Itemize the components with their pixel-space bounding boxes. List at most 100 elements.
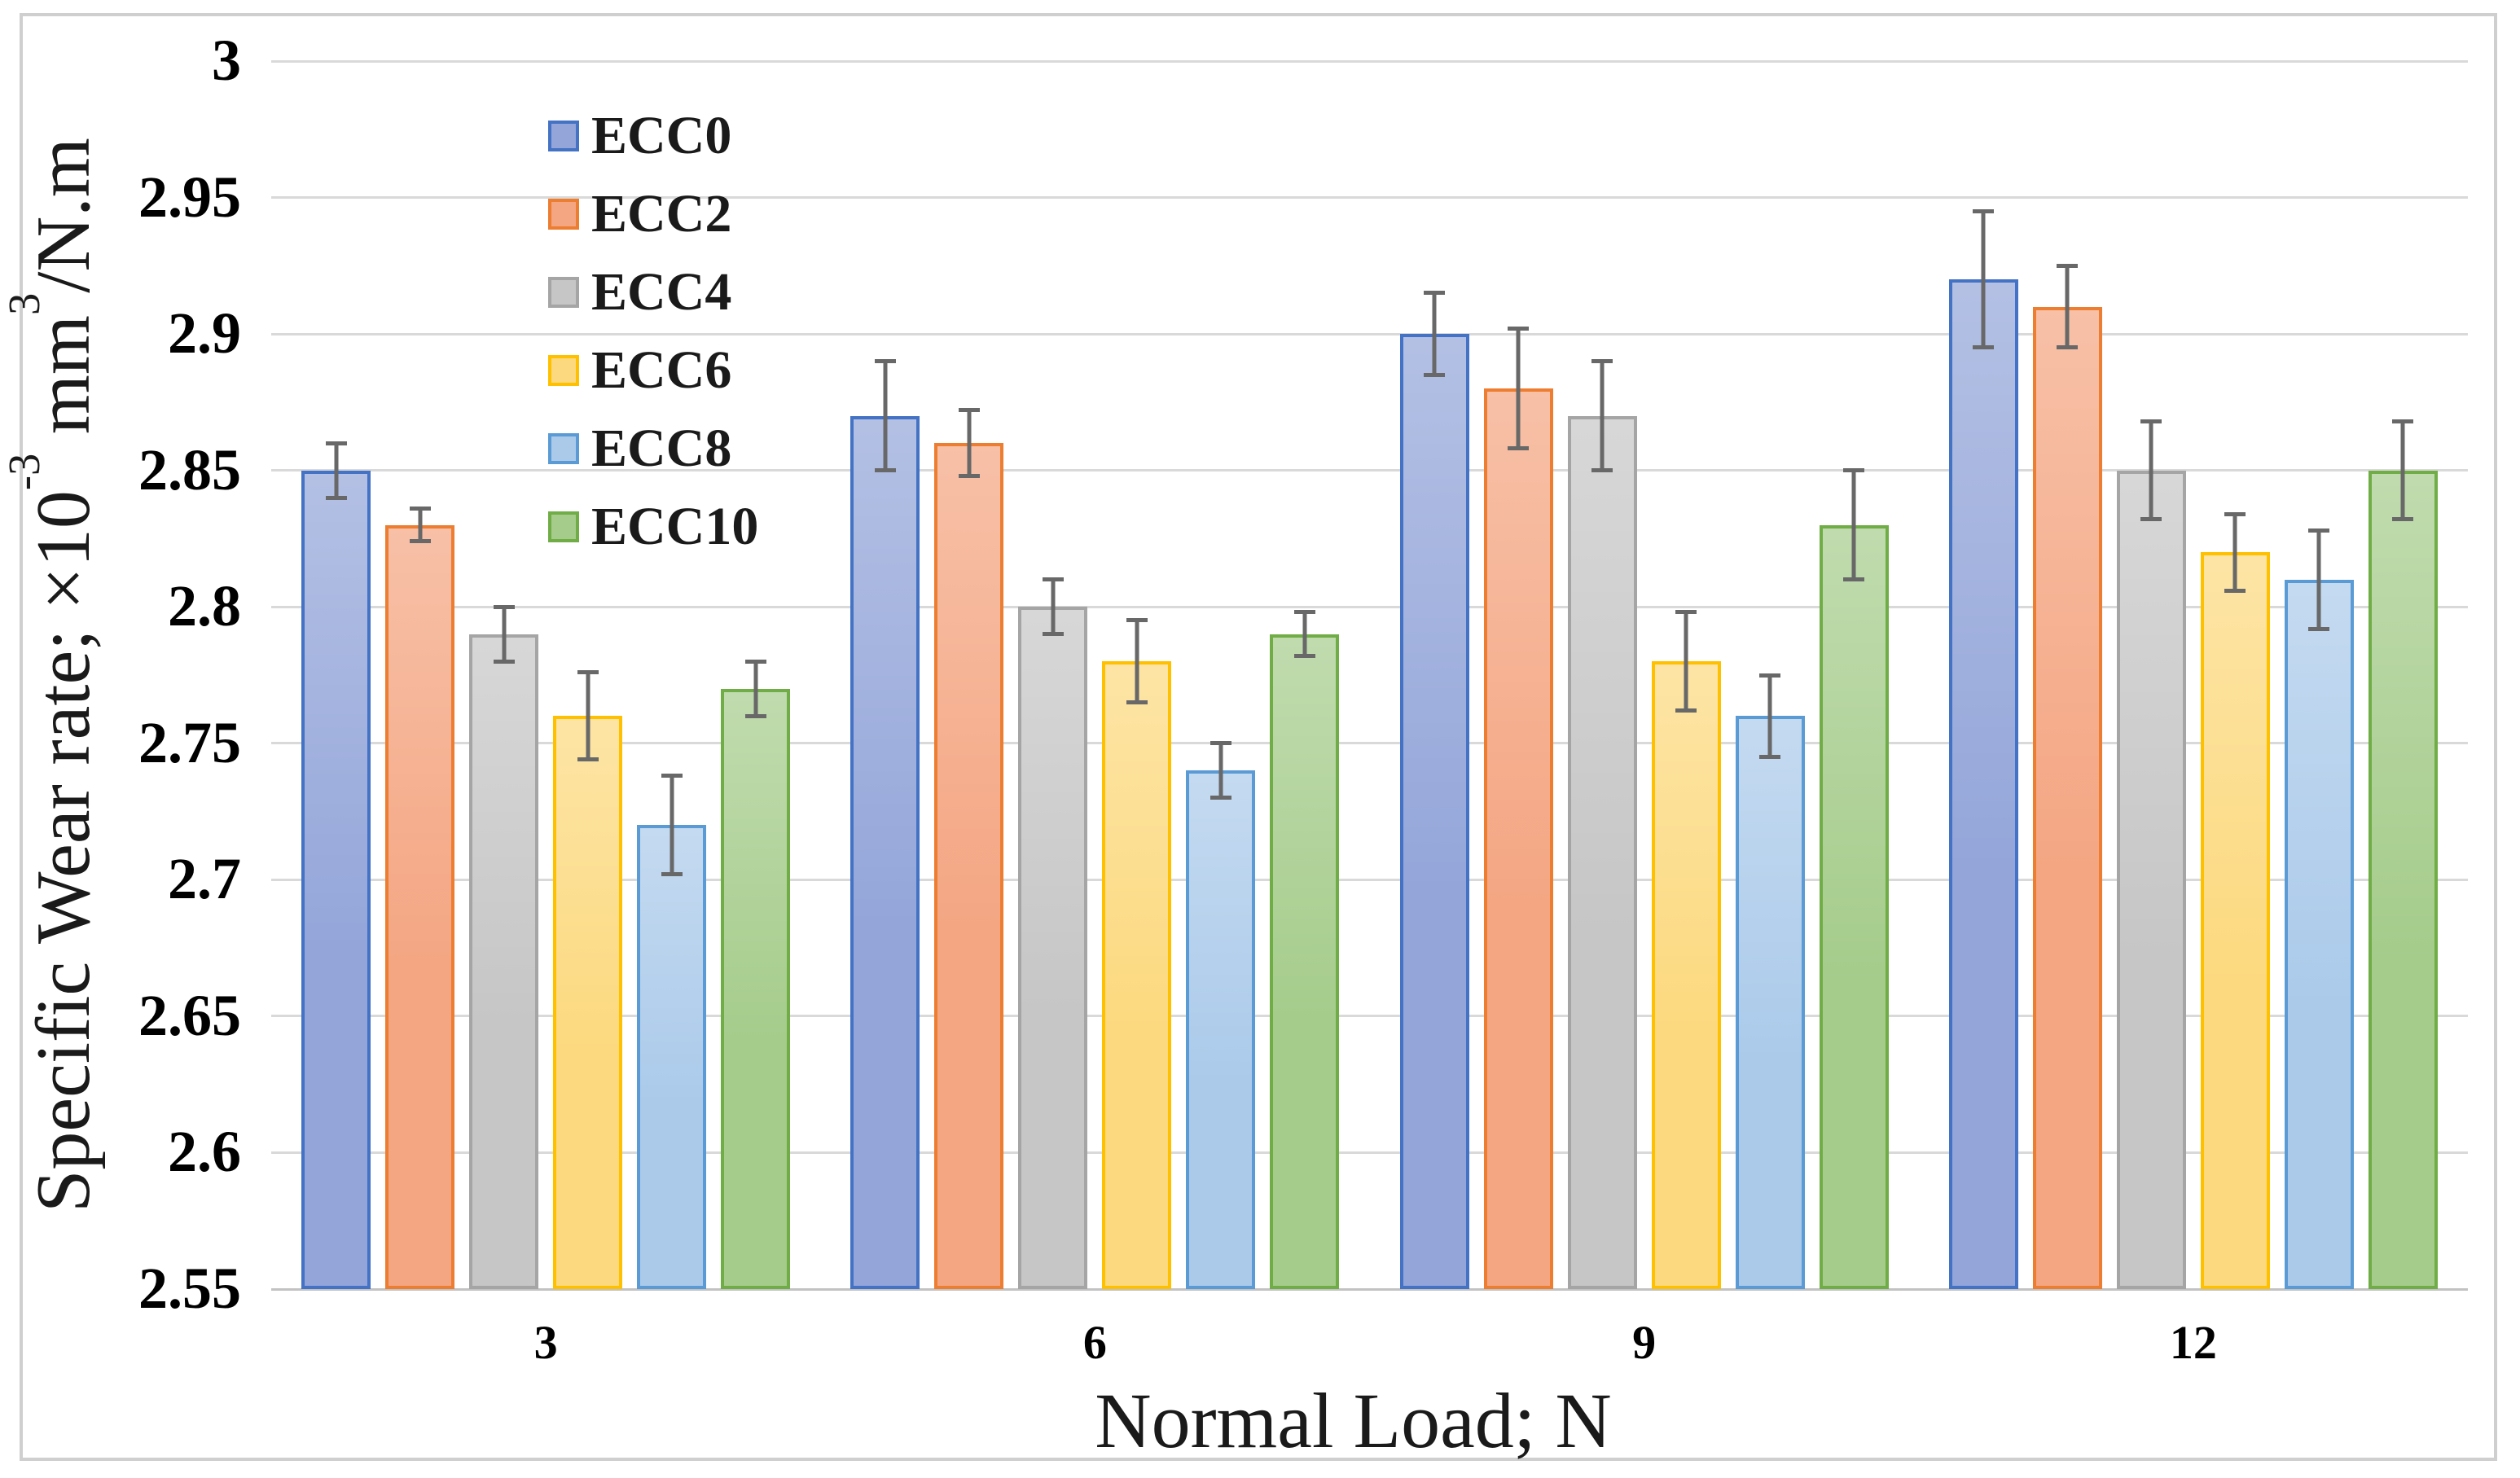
bar-ecc0-load-12: [1948, 279, 2018, 1289]
error-bar: [753, 661, 758, 717]
x-axis-tick-label: 3: [533, 1316, 558, 1369]
legend-swatch-ecc8: [548, 433, 579, 464]
error-bar-cap: [1973, 208, 1995, 213]
bar-ecc6-load-6: [1102, 661, 1172, 1289]
x-axis-tick-label: 9: [1632, 1316, 1657, 1369]
bar-ecc10-load-3: [721, 688, 791, 1289]
y-gridline: [271, 196, 2468, 200]
bar-ecc10-load-6: [1270, 634, 1340, 1289]
legend-label: ECC6: [591, 340, 732, 400]
y-axis-tick-label: 2.65: [138, 982, 241, 1048]
error-bar-cap: [2140, 419, 2162, 423]
error-bar-cap: [874, 359, 896, 364]
error-bar: [2232, 514, 2237, 591]
bar-ecc4-load-12: [2116, 470, 2186, 1289]
x-axis-tick-label: 12: [2169, 1316, 2217, 1369]
error-bar-cap: [1675, 610, 1697, 615]
error-bar-cap: [1126, 700, 1148, 704]
legend-label: ECC2: [591, 184, 732, 243]
y-axis-tick-label: 2.7: [168, 846, 241, 912]
legend-item-ecc6: ECC6: [548, 344, 731, 397]
legend-item-ecc8: ECC8: [548, 422, 731, 476]
bar-ecc2-load-12: [2032, 306, 2102, 1289]
error-bar-cap: [874, 468, 896, 473]
error-bar-cap: [1210, 796, 1231, 800]
error-bar-cap: [744, 713, 766, 718]
y-axis-tick-label: 2.8: [168, 573, 241, 639]
bar-ecc2-load-3: [385, 524, 455, 1289]
y-axis-title-segment: 3: [0, 292, 50, 316]
error-bar-cap: [1293, 610, 1315, 615]
y-axis-title-segment: -3: [0, 453, 50, 491]
legend-label: ECC0: [591, 106, 732, 165]
error-bar-cap: [1675, 708, 1697, 713]
bar-ecc6-load-3: [553, 716, 623, 1289]
error-bar-cap: [1508, 326, 1530, 331]
error-bar: [1302, 612, 1307, 656]
y-axis-tick-label: 2.75: [138, 709, 241, 775]
y-axis-title-segment: Specific Wear rate; ×10: [21, 490, 106, 1213]
error-bar-cap: [1293, 654, 1315, 659]
y-axis-title-segment: /N.m: [21, 138, 106, 293]
bar-ecc2-load-9: [1483, 388, 1553, 1289]
error-bar: [2149, 421, 2153, 520]
bar-ecc0-load-6: [850, 415, 920, 1289]
error-bar-cap: [1042, 577, 1064, 582]
y-axis-tick-label: 2.85: [138, 436, 241, 502]
error-bar: [1851, 470, 1856, 580]
y-gridline: [271, 605, 2468, 608]
error-bar: [334, 443, 339, 498]
error-bar-cap: [2392, 517, 2414, 522]
error-bar: [967, 410, 972, 476]
error-bar: [1051, 579, 1056, 634]
legend-swatch-ecc2: [548, 199, 579, 230]
x-axis-line: [271, 1287, 2468, 1291]
error-bar-cap: [661, 774, 683, 778]
bar-ecc8-load-6: [1186, 770, 1256, 1289]
error-bar-cap: [2140, 517, 2162, 522]
legend-item-ecc2: ECC2: [548, 187, 731, 241]
y-gridline: [271, 469, 2468, 472]
error-bar: [2400, 421, 2405, 520]
y-axis-tick-label: 2.55: [138, 1256, 241, 1321]
error-bar: [1767, 675, 1772, 757]
error-bar: [883, 361, 888, 471]
error-bar: [670, 775, 674, 875]
error-bar-cap: [1759, 673, 1781, 678]
error-bar-cap: [958, 408, 980, 413]
error-bar: [2065, 265, 2070, 348]
error-bar: [1218, 743, 1223, 798]
error-bar-cap: [577, 670, 599, 675]
error-bar-cap: [1508, 446, 1530, 451]
legend-swatch-ecc4: [548, 277, 579, 308]
error-bar-cap: [2057, 345, 2079, 350]
error-bar-cap: [958, 473, 980, 478]
y-gridline: [271, 1015, 2468, 1018]
y-axis-tick-label: 2.9: [168, 300, 241, 366]
bar-ecc4-load-6: [1018, 607, 1088, 1289]
error-bar-cap: [1843, 468, 1865, 473]
error-bar-cap: [2224, 588, 2246, 593]
error-bar-cap: [1424, 372, 1446, 377]
error-bar-cap: [2224, 511, 2246, 516]
legend-label: ECC4: [591, 262, 732, 322]
chart-frame: [20, 13, 2497, 1461]
y-axis-title: Specific Wear rate; ×10-3 mm3/N.m: [0, 138, 106, 1213]
error-bar-cap: [744, 659, 766, 664]
error-bar-cap: [2392, 419, 2414, 423]
error-bar-cap: [1210, 741, 1231, 746]
error-bar: [418, 508, 423, 542]
error-bar-cap: [1591, 468, 1613, 473]
bar-ecc4-load-9: [1567, 415, 1637, 1289]
error-bar: [1516, 328, 1521, 449]
error-bar: [1600, 361, 1605, 471]
bar-ecc8-load-3: [637, 825, 707, 1289]
error-bar-cap: [661, 872, 683, 877]
legend-label: ECC8: [591, 419, 732, 478]
error-bar-cap: [577, 757, 599, 762]
y-gridline: [271, 1151, 2468, 1154]
error-bar-cap: [2308, 528, 2330, 533]
legend-item-ecc0: ECC0: [548, 109, 731, 163]
error-bar-cap: [1591, 359, 1613, 364]
